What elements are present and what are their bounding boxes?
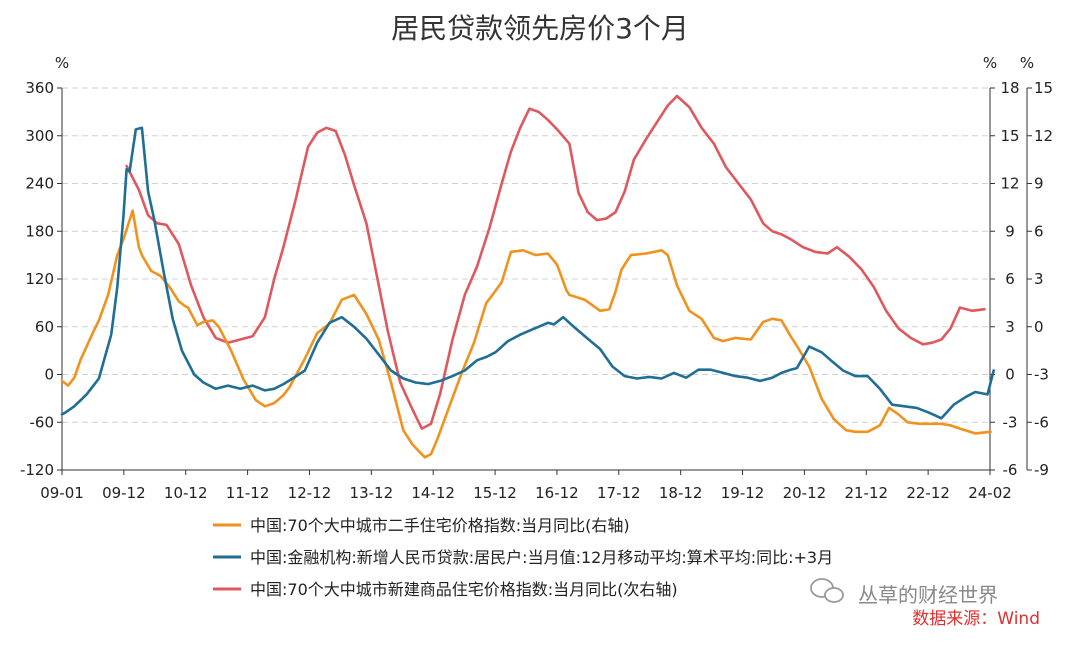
right-tick-label: -6 <box>1003 461 1018 479</box>
legend: 中国:70个大中城市二手住宅价格指数:当月同比(右轴) 中国:金融机构:新增人民币… <box>213 516 833 599</box>
x-tick-label: 12-12 <box>288 484 332 502</box>
left-axis-unit: % <box>55 54 69 72</box>
series-line-0 <box>60 209 992 459</box>
left-tick-label: 120 <box>25 270 54 288</box>
legend-label: 中国:70个大中城市新建商品住宅价格指数:当月同比(次右轴) <box>250 580 678 599</box>
series-line-2 <box>125 94 986 430</box>
left-tick-label: 180 <box>25 222 54 240</box>
left-tick-label: -120 <box>20 461 54 479</box>
right-axis-unit: % <box>983 54 997 72</box>
right2-tick-label: 9 <box>1034 175 1044 193</box>
right2-axis-unit: % <box>1020 54 1034 72</box>
x-tick-label: 20-12 <box>783 484 827 502</box>
right2-tick-label: 0 <box>1034 318 1044 336</box>
legend-label: 中国:70个大中城市二手住宅价格指数:当月同比(右轴) <box>250 516 630 535</box>
right-tick-label: 12 <box>1000 175 1019 193</box>
gridlines <box>62 87 990 423</box>
x-tick-label: 21-12 <box>844 484 888 502</box>
x-tick-label: 10-12 <box>164 484 208 502</box>
left-tick-label: 360 <box>25 79 54 97</box>
x-tick-label: 22-12 <box>906 484 950 502</box>
x-tick-label: 17-12 <box>597 484 641 502</box>
chart-title: 居民贷款领先房价3个月 <box>391 12 689 45</box>
left-tick-label: -60 <box>30 413 55 431</box>
right-tick-label: 15 <box>1000 127 1019 145</box>
series-line-1 <box>60 126 996 420</box>
right2-tick-label: 6 <box>1034 222 1044 240</box>
right-tick-label: 18 <box>1000 79 1019 97</box>
right-tick-label: -3 <box>1003 413 1018 431</box>
x-tick-label: 18-12 <box>659 484 703 502</box>
left-tick-label: 0 <box>44 366 54 384</box>
watermark-text: 丛草的财经世界 <box>858 583 998 607</box>
right-tick-label: 3 <box>1005 318 1015 336</box>
left-tick-label: 300 <box>25 127 54 145</box>
left-tick-label: 240 <box>25 175 54 193</box>
right2-tick-label: 3 <box>1034 270 1044 288</box>
right2-tick-label: -3 <box>1034 366 1049 384</box>
left-tick-label: 60 <box>35 318 54 336</box>
data-source: 数据来源：Wind <box>912 609 1040 629</box>
x-tick-label: 16-12 <box>535 484 579 502</box>
right-tick-label: 9 <box>1005 222 1015 240</box>
watermark: 丛草的财经世界 <box>810 578 998 607</box>
right-tick-label: 6 <box>1005 270 1015 288</box>
right2-tick-label: 15 <box>1034 79 1053 97</box>
legend-label: 中国:金融机构:新增人民币贷款:居民户:当月值:12月移动平均:算术平均:同比:… <box>250 548 833 567</box>
x-tick-label: 15-12 <box>473 484 517 502</box>
x-tick-label: 09-01 <box>40 484 84 502</box>
x-tick-label: 14-12 <box>411 484 455 502</box>
series-lines <box>60 94 996 459</box>
x-tick-label: 13-12 <box>350 484 394 502</box>
x-tick-label: 11-12 <box>226 484 270 502</box>
right2-tick-label: 12 <box>1034 127 1053 145</box>
x-tick-label: 24-02 <box>968 484 1012 502</box>
right-tick-label: 0 <box>1005 366 1015 384</box>
wechat-icon <box>810 578 844 603</box>
x-tick-label: 19-12 <box>721 484 765 502</box>
right2-tick-label: -9 <box>1034 461 1049 479</box>
x-tick-label: 09-12 <box>102 484 146 502</box>
right2-tick-label: -6 <box>1034 413 1049 431</box>
